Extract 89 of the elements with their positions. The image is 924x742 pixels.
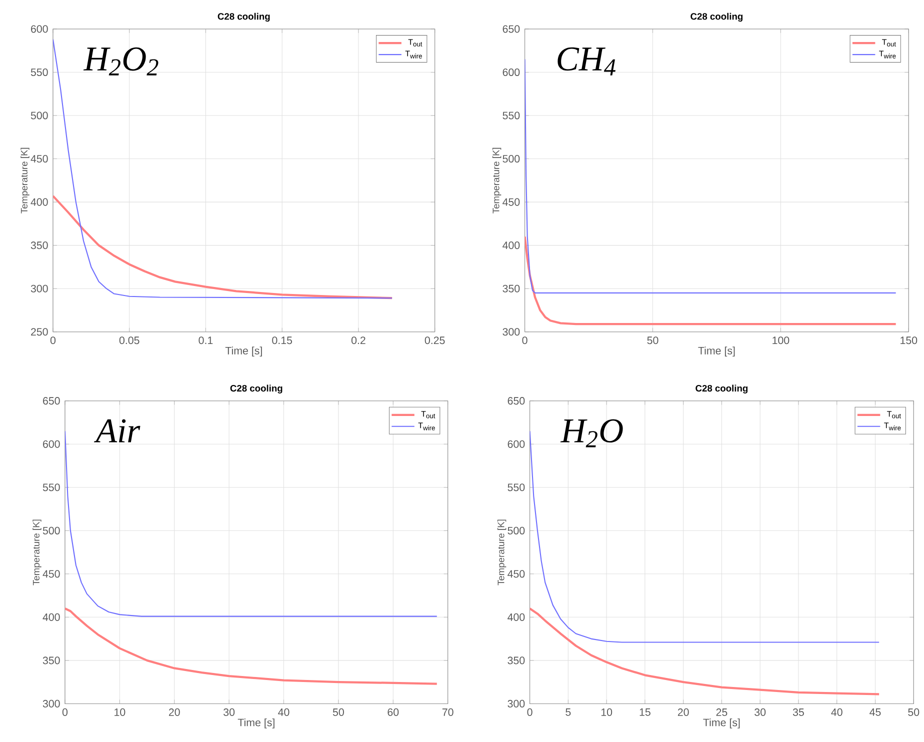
line-series — [52, 38, 393, 299]
x-axis-title: Time [s] — [238, 718, 274, 729]
x-tick-label: 50 — [332, 708, 344, 716]
x-tick-label: 10 — [601, 708, 612, 716]
y-tick-label: 500 — [508, 527, 525, 535]
y-tick-label: 400 — [502, 242, 520, 250]
x-tick-label: 10 — [114, 708, 126, 716]
y-tick-label: 300 — [42, 700, 60, 708]
x-tick-label: 60 — [388, 708, 399, 716]
line-series — [52, 195, 394, 300]
y-tick-label: 400 — [30, 198, 48, 206]
y-tick-label: 650 — [508, 397, 525, 405]
x-tick-label: 100 — [772, 336, 790, 344]
x-tick-label: 0.2 — [351, 336, 366, 344]
y-tick-label: 400 — [508, 614, 525, 622]
x-tick-label: 25 — [716, 708, 728, 716]
x-tick-label: 70 — [442, 708, 454, 716]
y-tick-label: 350 — [502, 284, 520, 293]
x-tick-label: 50 — [647, 336, 658, 344]
y-tick-label: 450 — [502, 198, 520, 206]
y-axis-title: Temperature [K] — [20, 148, 30, 214]
x-tick-label: 30 — [224, 708, 235, 716]
x-tick-label: 0.1 — [198, 336, 213, 344]
legend-label: T$_{out}$ — [887, 411, 901, 418]
x-tick-label: 40 — [831, 708, 842, 716]
y-axis-title: Temperature [K] — [492, 148, 502, 214]
y-tick-label: 450 — [42, 570, 60, 578]
chart-title: C28 cooling — [230, 384, 282, 394]
chart-title: C28 cooling — [218, 13, 270, 22]
y-tick-label: 600 — [502, 68, 520, 76]
legend-label: T$_{out}$ — [882, 39, 896, 47]
chart-title: C28 cooling — [696, 384, 748, 394]
y-tick-label: 600 — [508, 440, 525, 448]
y-axis-title: Temperature [K] — [32, 520, 42, 586]
x-tick-label: 0.15 — [272, 336, 292, 344]
y-tick-label: 650 — [502, 25, 520, 33]
line-series — [524, 236, 897, 326]
legend-label: T$_{wire}$ — [405, 50, 422, 59]
y-tick-label: 400 — [42, 614, 60, 622]
line-series — [530, 608, 880, 696]
legend-label: T$_{wire}$ — [884, 422, 901, 430]
annotation: Air — [94, 419, 140, 442]
x-tick-label: 0.25 — [424, 336, 445, 344]
x-tick-label: 15 — [640, 708, 650, 716]
x-tick-label: 20 — [678, 708, 689, 716]
x-tick-label: 35 — [792, 708, 804, 716]
x-tick-label: 30 — [754, 708, 766, 716]
legend-label: T$_{wire}$ — [879, 50, 896, 59]
y-tick-label: 300 — [502, 328, 520, 336]
y-tick-label: 500 — [42, 527, 60, 535]
x-tick-label: 5 — [566, 708, 571, 716]
y-tick-label: 500 — [30, 112, 48, 120]
y-tick-label: 600 — [31, 25, 48, 33]
x-tick-label: 50 — [908, 708, 920, 716]
x-tick-label: 0 — [522, 336, 528, 344]
y-axis-title: Temperature [K] — [497, 520, 506, 586]
y-tick-label: 300 — [30, 284, 48, 293]
x-tick-label: 0 — [62, 708, 68, 716]
chart-title: C28 cooling — [690, 13, 743, 22]
x-tick-label: 0 — [527, 708, 532, 716]
y-tick-label: 450 — [30, 155, 48, 163]
annotation: H$_{2}$O$_{2}$ — [83, 48, 158, 76]
y-tick-label: 450 — [508, 570, 525, 578]
legend-label: T$_{out}$ — [408, 39, 422, 47]
x-tick-label: 0.05 — [119, 336, 140, 344]
y-tick-label: 250 — [31, 328, 48, 336]
x-axis-title: Time [s] — [698, 346, 735, 357]
annotation: H$_{2}$O — [560, 419, 623, 448]
y-tick-label: 600 — [43, 440, 60, 448]
y-tick-label: 500 — [502, 155, 520, 163]
y-tick-label: 350 — [508, 656, 525, 664]
y-tick-label: 300 — [508, 700, 525, 708]
x-tick-label: 0 — [50, 336, 56, 344]
x-tick-label: 45 — [870, 708, 881, 716]
x-tick-label: 150 — [900, 336, 918, 344]
y-tick-label: 350 — [30, 242, 48, 250]
y-tick-label: 550 — [502, 112, 520, 120]
x-axis-title: Time [s] — [225, 346, 262, 357]
y-tick-label: 350 — [42, 656, 60, 664]
y-tick-label: 650 — [43, 397, 60, 405]
legend-label: T$_{out}$ — [421, 411, 436, 418]
x-tick-label: 40 — [278, 708, 290, 716]
annotation: CH$_{4}$ — [558, 48, 616, 76]
y-tick-label: 550 — [508, 484, 525, 492]
legend-label: T$_{wire}$ — [418, 422, 435, 430]
y-tick-label: 550 — [42, 484, 60, 492]
y-tick-label: 550 — [30, 68, 48, 76]
x-axis-title: Time [s] — [703, 718, 740, 729]
x-tick-label: 20 — [168, 708, 180, 716]
